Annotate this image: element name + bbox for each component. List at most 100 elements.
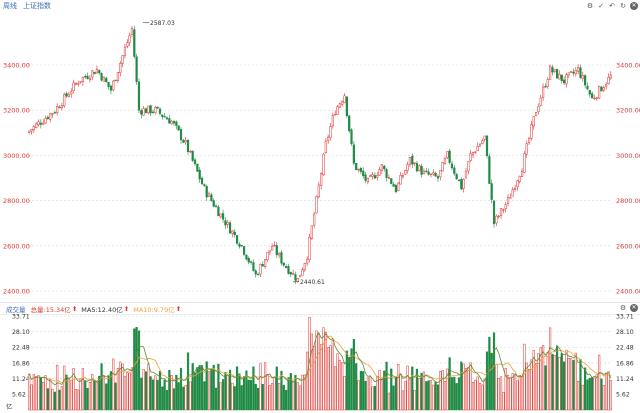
- candle: [252, 259, 255, 272]
- volume-bar: [567, 358, 570, 411]
- candle: [520, 168, 524, 177]
- candle: [579, 64, 582, 79]
- candle: [42, 119, 45, 126]
- volume-bar: [362, 371, 365, 411]
- candle: [98, 69, 101, 75]
- candle: [28, 130, 31, 134]
- candle-body: [294, 274, 297, 281]
- candle: [469, 150, 472, 163]
- volume-bar: [88, 382, 91, 411]
- close-icon[interactable]: ✕: [630, 304, 638, 312]
- volume-bar: [128, 372, 131, 411]
- candle-body: [506, 197, 510, 204]
- close-icon[interactable]: ✕: [630, 2, 638, 10]
- candle: [254, 268, 257, 278]
- volume-bar: [193, 372, 197, 411]
- volume-bar: [598, 354, 601, 411]
- candle: [369, 174, 372, 178]
- candle: [79, 81, 82, 84]
- volume-bar: [418, 377, 421, 411]
- volume-bar: [607, 371, 610, 411]
- volume-bar: [158, 371, 162, 411]
- volume-bar: [217, 363, 220, 411]
- volume-bar: [147, 363, 150, 411]
- candle: [193, 157, 197, 166]
- volume-bar: [42, 381, 45, 411]
- volume-bar: [427, 380, 430, 411]
- candle-body: [327, 136, 330, 141]
- candle-body: [511, 189, 514, 197]
- candle: [133, 25, 136, 59]
- candle-body: [429, 173, 433, 175]
- candle-body: [586, 85, 589, 90]
- candle: [35, 121, 38, 129]
- candle: [280, 250, 283, 266]
- candle-body: [42, 122, 45, 125]
- volume-bar: [214, 387, 218, 411]
- candle-body: [95, 68, 99, 74]
- candle-body: [177, 125, 180, 131]
- candle: [67, 91, 70, 98]
- candle-body: [35, 123, 38, 128]
- candle-body: [422, 170, 426, 175]
- candle: [355, 163, 358, 171]
- volume-bar: [170, 375, 173, 411]
- candle-body: [492, 200, 496, 225]
- candle-body: [322, 153, 325, 175]
- settings-icon[interactable]: ⚙: [586, 2, 594, 10]
- candle: [112, 80, 115, 92]
- undo-icon[interactable]: ↶: [609, 2, 615, 10]
- candle-body: [315, 196, 318, 214]
- candle-body: [376, 175, 379, 178]
- volume-bar: [221, 379, 225, 411]
- candle: [408, 156, 412, 168]
- volume-bar: [334, 366, 337, 411]
- settings-icon[interactable]: ⚙: [619, 304, 627, 312]
- candle: [109, 84, 113, 95]
- candle-body: [259, 264, 262, 275]
- candle-body: [301, 269, 304, 276]
- candle-body: [247, 257, 250, 263]
- volume-bar: [411, 366, 414, 411]
- candle: [228, 220, 232, 234]
- candle: [387, 174, 391, 180]
- period-label[interactable]: 周线: [3, 2, 17, 10]
- candle-body: [65, 93, 68, 97]
- volume-bar: [254, 383, 257, 411]
- volume-bar: [282, 384, 285, 411]
- candle-body: [70, 91, 73, 95]
- candle-body: [495, 215, 498, 224]
- candle-body: [341, 101, 344, 105]
- volume-axis-label-right: 16.86: [616, 360, 634, 367]
- candle: [44, 115, 47, 125]
- volume-bar: [609, 380, 612, 411]
- volume-bar: [530, 359, 533, 411]
- candle: [523, 151, 526, 174]
- volume-bar: [539, 347, 542, 411]
- volume-bar: [133, 328, 136, 411]
- volume-bar: [556, 345, 559, 411]
- volume-bar: [478, 383, 482, 411]
- candle-body: [406, 164, 409, 171]
- candle: [439, 169, 442, 181]
- candle: [598, 85, 601, 99]
- volume-bar: [119, 361, 122, 411]
- pin-icon[interactable]: ✓: [598, 2, 604, 10]
- volume-bar: [315, 330, 318, 411]
- candle-body: [565, 74, 568, 85]
- candle: [485, 135, 489, 159]
- volume-panel-label[interactable]: 成交量: [6, 305, 26, 314]
- candle: [121, 55, 124, 68]
- candle-body: [221, 213, 225, 220]
- candle-body: [214, 205, 218, 208]
- candle: [327, 134, 330, 144]
- candle-body: [58, 106, 61, 109]
- volume-bar: [102, 376, 106, 411]
- volume-bar: [235, 366, 239, 411]
- candle-body: [72, 82, 75, 91]
- refresh-icon[interactable]: ↻: [620, 2, 626, 10]
- candle-body: [98, 70, 101, 74]
- candle-body: [334, 114, 337, 116]
- volume-bar: [189, 381, 192, 411]
